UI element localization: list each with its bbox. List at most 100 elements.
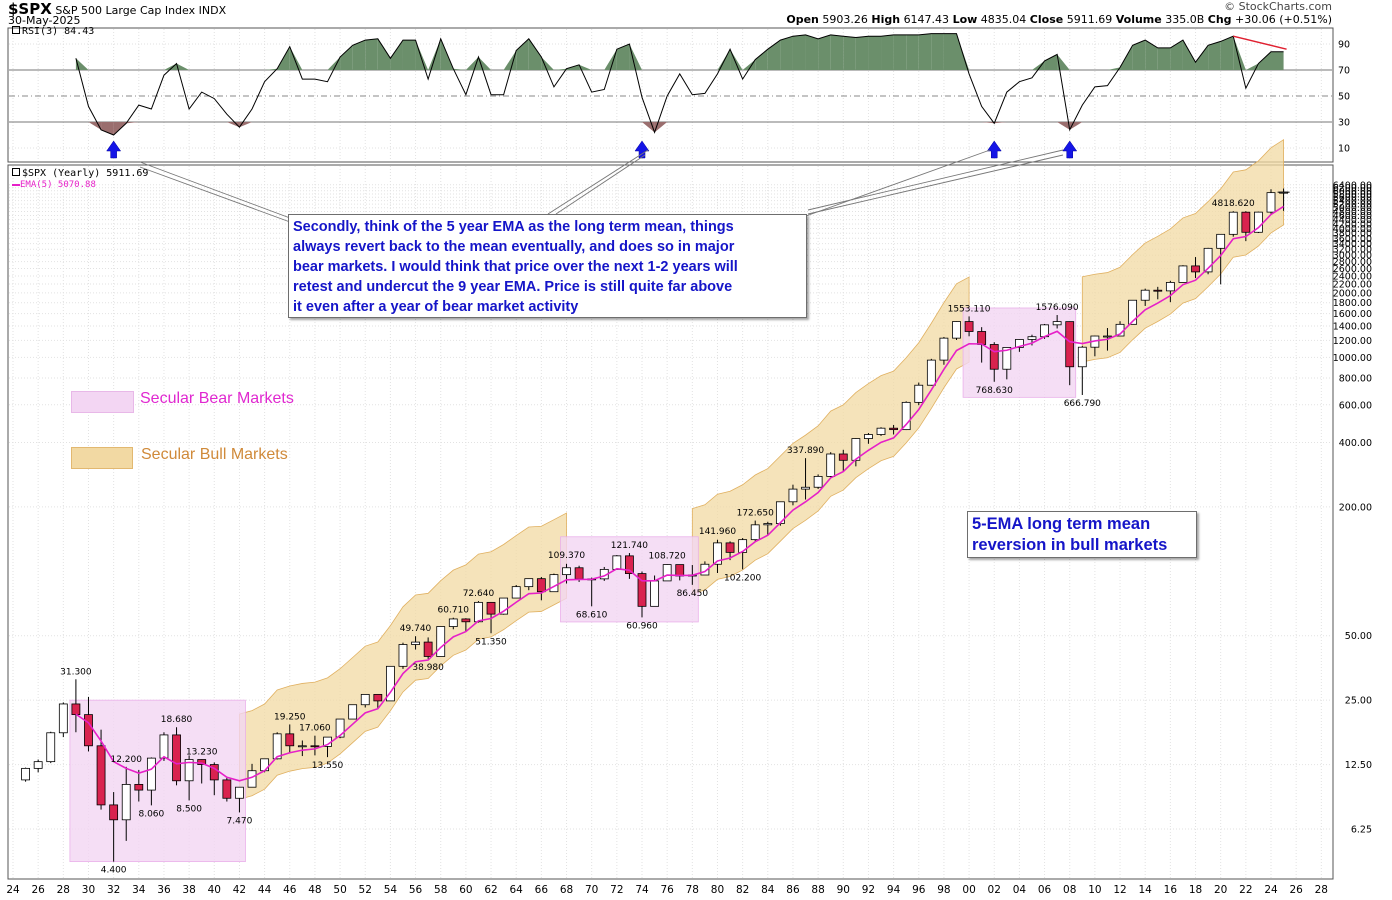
y-tick-label: 25.00 [1345, 696, 1372, 707]
candle-body [637, 573, 647, 607]
rsi-overbought-fill [1031, 60, 1045, 70]
x-tick-label: 88 [811, 884, 824, 896]
rsi-oversold-fill [1057, 122, 1070, 130]
candle-body [235, 786, 244, 799]
x-tick-label: 28 [57, 884, 70, 896]
x-tick-label: 72 [610, 884, 623, 896]
rsi-panel-frame [7, 27, 1334, 163]
candle-body [977, 331, 987, 345]
candle-body [1052, 321, 1062, 326]
candle-body [1015, 339, 1024, 348]
candle-body [197, 759, 207, 765]
rsi-overbought-fill [830, 34, 844, 70]
rsi-overbought-fill [1157, 47, 1171, 70]
candle-body [574, 567, 584, 580]
price-series-label: $SPX (Yearly) 5911.69 [22, 168, 149, 179]
x-tick-label: 48 [308, 884, 321, 896]
candle-body [96, 745, 106, 806]
y-tick-label: 2000.00 [1333, 288, 1372, 299]
candle-body [524, 578, 534, 588]
bull-legend-swatch [71, 447, 133, 469]
y-tick-label: 4600.00 [1333, 211, 1372, 222]
candle-body [864, 434, 873, 439]
y-tick-label: 3000.00 [1333, 251, 1372, 262]
candle-body [1191, 265, 1200, 273]
rsi-overbought-fill [604, 49, 617, 70]
candle-body [297, 745, 307, 748]
rsi-overbought-fill [893, 34, 907, 70]
rsi-overbought-fill [516, 38, 529, 70]
value-label: 108.720 [649, 552, 686, 562]
value-label: 38.980 [412, 663, 444, 673]
blue-up-arrow-icon [106, 140, 122, 159]
candle-body [801, 486, 810, 490]
candle-body [360, 693, 370, 706]
rsi-legend-icon [12, 26, 20, 34]
rsi-overbought-fill [340, 45, 353, 70]
bear-market-box [69, 699, 246, 863]
rsi-divergence-line [1233, 35, 1287, 50]
x-tick-label: 08 [1063, 884, 1076, 896]
candle-body [788, 488, 798, 503]
rsi-overbought-fill [881, 34, 894, 70]
rsi-overbought-fill [75, 58, 89, 70]
low-value: 4835.04 [980, 13, 1027, 26]
y-tick-label: 2200.00 [1333, 280, 1372, 291]
callout-layer [106, 140, 1078, 223]
symbol: $SPX [8, 0, 52, 18]
bull-legend-label: Secular Bull Markets [141, 446, 288, 463]
value-label: 19.250 [274, 712, 306, 722]
candle-body [876, 427, 886, 435]
rsi-overbought-fill [730, 49, 743, 70]
candle-body [486, 601, 496, 615]
candle-body [285, 733, 295, 747]
y-tick-label: 5600.00 [1333, 193, 1372, 204]
x-tick-label: 12 [1113, 884, 1126, 896]
bear-legend-swatch [71, 391, 134, 413]
x-tick-label: 18 [1189, 884, 1202, 896]
value-label: 7.470 [227, 816, 253, 826]
candle-body [272, 733, 282, 760]
x-tick-label: 70 [585, 884, 598, 896]
value-label: 172.650 [737, 509, 774, 519]
main-note-line: retest and undercut the 9 year EMA. Pric… [293, 279, 733, 295]
value-label: 8.060 [138, 809, 164, 819]
candle-body [134, 783, 144, 791]
main-note-line: it even after a year of bear market acti… [293, 299, 579, 315]
value-label: 49.740 [400, 624, 432, 634]
candle-body [1254, 211, 1263, 233]
rsi-overbought-fill [767, 40, 781, 70]
axis-layer: 24 26 28 30 32 34 36 38 40 42 44 46 48 50 52 54 56 58 60 62… [6, 40, 1372, 897]
y-tick-label: 4200.00 [1333, 219, 1372, 230]
callout-leader-line [547, 149, 649, 215]
y-tick-label: 200.00 [1339, 502, 1372, 513]
value-label: 13.550 [312, 761, 344, 771]
x-tick-label: 80 [711, 884, 724, 896]
candle-body [838, 453, 848, 461]
candle-body [33, 761, 43, 769]
high-label: High [871, 13, 901, 26]
candle-body [914, 384, 924, 403]
rsi-overbought-fill [616, 44, 630, 70]
ema-legend: EMA(5) 5070.88 [12, 180, 96, 190]
x-tick-label: 16 [1164, 884, 1178, 896]
candle-body [901, 401, 911, 431]
rsi-overbought-fill [780, 36, 793, 70]
rsi-overbought-fill [818, 34, 831, 70]
value-label: 13.230 [186, 747, 218, 757]
chg-label: Chg [1207, 13, 1232, 26]
y-tick-label: 5400.00 [1333, 196, 1372, 207]
main-note-box: Secondly, think of the 5 year EMA as the… [288, 214, 807, 318]
x-tick-label: 64 [510, 884, 524, 896]
header-symbol-block: $SPX S&P 500 Large Cap Index INDX [8, 0, 226, 18]
x-tick-label: 74 [635, 884, 649, 896]
x-tick-label: 00 [962, 884, 975, 896]
price-legend: $SPX (Yearly) 5911.69 [12, 168, 148, 179]
x-tick-label: 06 [1038, 884, 1052, 896]
candle-body [675, 564, 685, 577]
callout-leader-line [807, 154, 1064, 215]
ema-note-line: reversion in bull markets [972, 536, 1168, 554]
chart-date: 30-May-2025 [8, 14, 81, 27]
open-label: Open [786, 13, 819, 26]
candle-body [58, 703, 68, 734]
